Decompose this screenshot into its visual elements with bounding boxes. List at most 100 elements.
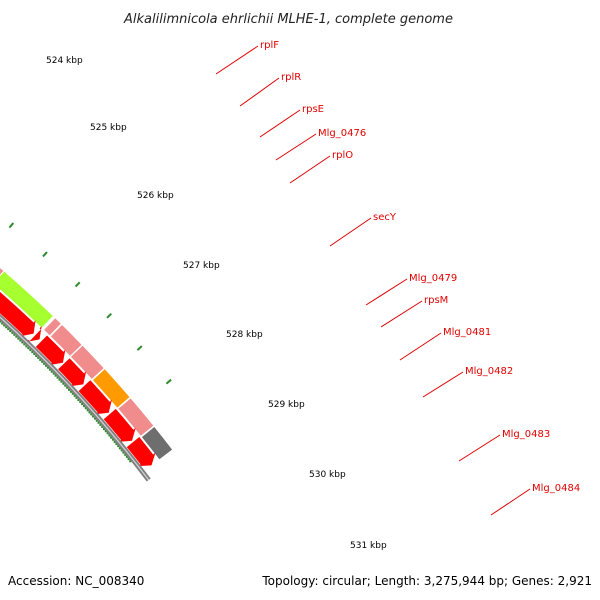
minor-tick [113,440,116,443]
gene-leader-line [259,109,301,138]
minor-tick [83,404,85,408]
kbp-label: 529 kbp [268,400,305,410]
minor-tick [25,345,28,348]
minor-tick [23,343,26,346]
minor-tick [27,347,30,350]
minor-tick [54,374,57,377]
major-tick [74,281,81,288]
kbp-labels: 524 kbp 525 kbp 526 kbp 527 kbp 528 kbp 529 k… [46,56,387,551]
gene-leader-line [490,488,531,516]
kbp-label: 524 kbp [46,56,83,66]
minor-tick [92,415,95,418]
minor-tick [106,432,109,435]
gene-leader-line [399,332,442,361]
gene-leader-line [215,45,259,75]
gene-leader-line [365,278,408,306]
minor-tick [75,396,78,399]
map-title: Alkalilimnicola ehrlichii MLHE-1, comple… [123,12,453,27]
gene-segment [118,398,154,436]
label-leaders [215,45,531,516]
minor-tick [21,341,24,344]
minor-tick [58,378,61,381]
gene-leader-line [380,300,423,328]
tick-marks [0,222,172,463]
gene-label-mlg-0479: Mlg_0479 [409,273,457,284]
minor-tick [13,333,16,336]
gene-label-mlg-0484: Mlg_0484 [532,483,580,494]
minor-tick [117,444,120,448]
minor-tick [62,382,65,385]
gene-segment [44,318,61,336]
kbp-label: 527 kbp [183,261,220,271]
accession-text: Accession: NC_008340 [8,574,145,588]
gene-label-mlg-0481: Mlg_0481 [443,327,491,338]
minor-tick [99,423,102,426]
backbone-outer [0,314,151,482]
minor-tick [110,436,113,439]
minor-tick [88,411,91,414]
minor-tick [43,362,46,365]
major-tick [136,345,143,351]
gene-leader-line [458,434,501,462]
minor-tick [35,354,38,357]
minor-tick [48,368,51,371]
minor-tick [118,447,121,450]
minor-tick [90,413,93,416]
major-tick [165,378,172,385]
minor-tick [50,370,53,373]
cds-arrow [58,358,87,387]
minor-tick [52,372,55,375]
minor-tick [29,348,32,352]
minor-tick [86,409,89,412]
gene-leader-line [329,217,372,247]
minor-tick [1,322,4,325]
cds-arrow [0,291,36,337]
minor-tick [31,350,34,354]
minor-tick [94,417,96,420]
major-tick [8,222,15,229]
genome-backbone [0,314,151,482]
gene-segment [0,271,53,328]
minor-tick [9,329,12,332]
minor-tick [66,386,69,389]
minor-tick [15,335,18,338]
minor-tick [7,327,10,331]
gene-label-rplf: rplF [260,40,279,51]
major-tick [106,312,112,319]
minor-tick [0,320,1,323]
minor-tick [115,442,118,445]
minor-tick [129,460,132,463]
gene-leader-line [275,133,317,161]
minor-tick [3,324,6,327]
minor-tick [39,358,42,361]
minor-tick [5,326,8,329]
minor-tick [64,384,67,387]
minor-tick [33,352,36,355]
minor-tick [97,421,100,424]
minor-tick [120,449,123,452]
gene-label-mlg-0482: Mlg_0482 [465,366,513,377]
minor-tick [103,427,105,431]
gene-segment [0,268,4,275]
minor-tick [122,451,125,454]
minor-tick [127,457,130,461]
gene-label-mlg-0483: Mlg_0483 [502,429,550,440]
kbp-label: 528 kbp [226,330,263,340]
gene-segment [50,325,82,356]
minor-tick [73,394,76,397]
minor-tick [111,438,114,441]
gene-label-rplo: rplO [332,150,353,161]
cds-arrow [26,326,42,342]
minor-tick [77,398,80,401]
minor-tick [124,453,127,456]
kbp-label: 525 kbp [90,123,127,133]
backbone-highlight [0,316,150,481]
gene-label-secy: secY [373,212,397,223]
minor-tick [101,425,104,428]
gene-leader-line [289,155,331,184]
cds-arrow [103,408,136,442]
minor-tick [17,337,20,340]
kbp-label: 530 kbp [309,470,346,480]
minor-tick [56,376,59,379]
